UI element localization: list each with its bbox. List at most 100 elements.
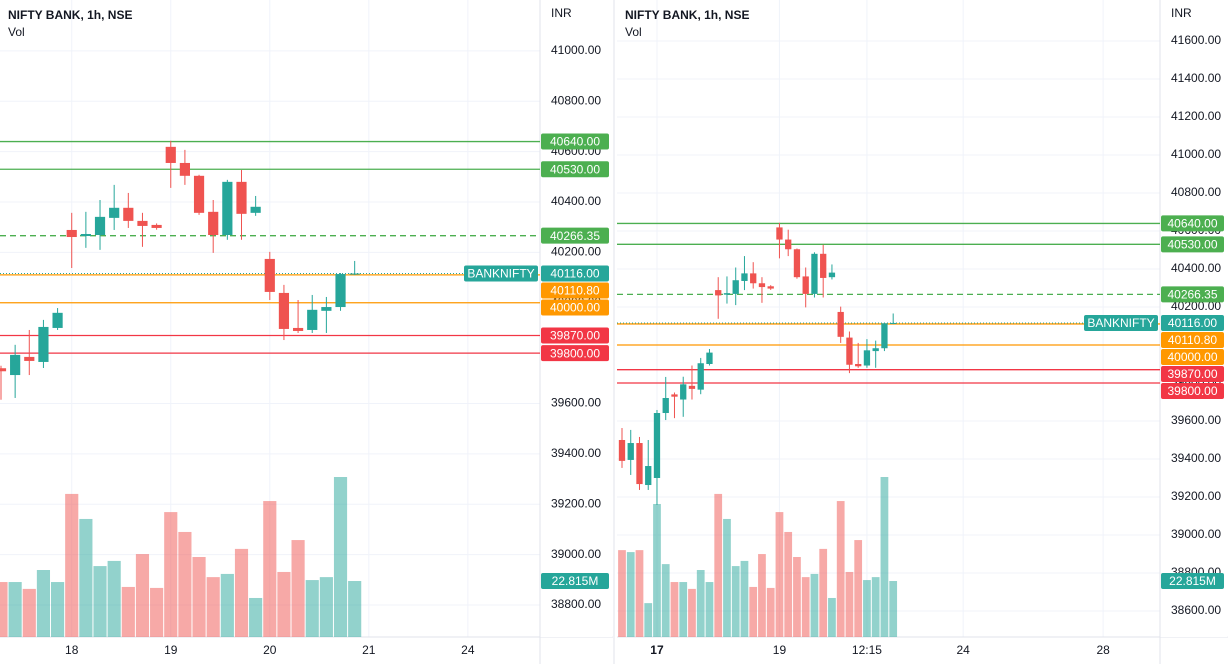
candle-body [846,337,853,365]
price-tag [541,133,609,150]
price-tag [1161,314,1224,331]
volume-bar [836,501,845,637]
candle-body [349,273,360,275]
volume-bar [670,582,679,637]
candle-body [855,364,862,367]
price-tag-label: 39870.00 [1167,367,1217,381]
price-tag-label: 40000.00 [550,301,600,315]
candle-body [741,273,748,281]
series-tag-label: BANKNIFTY [467,267,534,281]
y-tick-label: 41200.00 [1171,109,1221,123]
volume-bar [793,557,801,637]
price-tag [1161,215,1224,232]
candle-body [802,276,809,294]
price-tag-label: 40000.00 [1167,350,1217,364]
volume-bar [819,548,828,637]
price-tag [541,265,609,282]
chart-subtitle: Vol [625,25,642,39]
price-tag [541,299,609,316]
candle-body [10,354,21,376]
price-tag-label: 40110.80 [550,284,599,298]
price-tag-label: 40640.00 [550,135,600,149]
candle-body [767,286,774,289]
candle-body [179,162,190,176]
volume-bar [79,518,93,637]
price-tag-label: 40640.00 [1167,217,1217,231]
price-tag-label: 40116.00 [1168,316,1217,330]
volume-bar [845,571,854,637]
candle-body [618,439,626,461]
candle-body [715,290,722,296]
volume-bar [178,531,192,637]
candle-body [321,307,332,311]
volume-bar [348,581,362,637]
x-tick-label: 24 [956,643,970,657]
y-tick-label: 40200.00 [551,245,601,259]
candle-body [785,239,792,250]
volume-bar [8,582,22,637]
volume-bar [65,493,79,637]
candle-body [109,207,120,218]
x-tick-label: 19 [164,643,178,657]
volume-bar [150,587,164,637]
volume-bar [644,603,653,637]
series-tag-label: BANKNIFTY [1087,316,1154,330]
volume-bar [93,566,107,637]
candle-body [636,443,643,485]
y-tick-label: 38600.00 [1171,603,1221,617]
chart-title: NIFTY BANK, 1h, NSE [625,8,749,22]
volume-bar [192,557,206,637]
price-tag-label: 40266.35 [1167,288,1217,302]
candle-body [222,181,233,236]
x-tick-label: 17 [650,643,664,657]
price-tag-label: 40530.00 [550,162,600,176]
volume-bar [688,588,696,637]
chart-panel: 18 19 20 21 24 38800.00 39000.00 39200.00 39400.… [0,0,613,664]
price-tag [1161,348,1224,365]
candle-body [645,466,652,486]
x-tick-label: 28 [1096,643,1110,657]
volume-bar [679,582,688,637]
y-tick-label: 39400.00 [551,446,601,460]
price-tag-label: 39800.00 [1167,384,1217,398]
volume-bar [291,540,305,637]
candle-body [890,322,897,324]
candle-body [837,311,844,337]
candle-body [24,356,35,361]
candle-body [881,323,888,349]
volume-tag-label: 22.815M [1169,574,1216,588]
candle-body [236,181,247,214]
price-tag [1161,286,1224,303]
candle-body [335,274,346,308]
volume-bar [206,577,220,637]
volume-bar [766,587,775,637]
price-tag-label: 40530.00 [1167,237,1217,251]
series-tag [464,265,538,282]
y-tick-label: 41600.00 [1171,33,1221,47]
candle-body [732,280,739,294]
volume-bar [661,564,670,637]
y-tick-label: 39200.00 [1171,489,1221,503]
candle-body [863,350,871,366]
volume-bar [854,540,863,637]
candle-body [193,175,205,213]
candle-body [688,385,696,389]
volume-bar [696,570,705,637]
y-tick-label: 41400.00 [1171,71,1221,85]
x-tick-label: 18 [65,643,79,657]
candle-body [828,272,836,278]
y-tick-label: 41000.00 [1171,147,1221,161]
candle-body [137,220,148,226]
volume-tag-label: 22.815M [552,574,599,588]
candle-body [250,206,261,213]
candle-body [662,398,669,414]
volume-bar [758,554,766,637]
candle-body [758,283,766,288]
price-tag-label: 40266.35 [550,229,600,243]
candle-body [94,216,106,236]
candle-body [723,293,731,295]
volume-bar [801,577,810,637]
volume-bar [784,531,793,637]
x-tick-label: 24 [461,643,475,657]
volume-bar [740,560,749,637]
